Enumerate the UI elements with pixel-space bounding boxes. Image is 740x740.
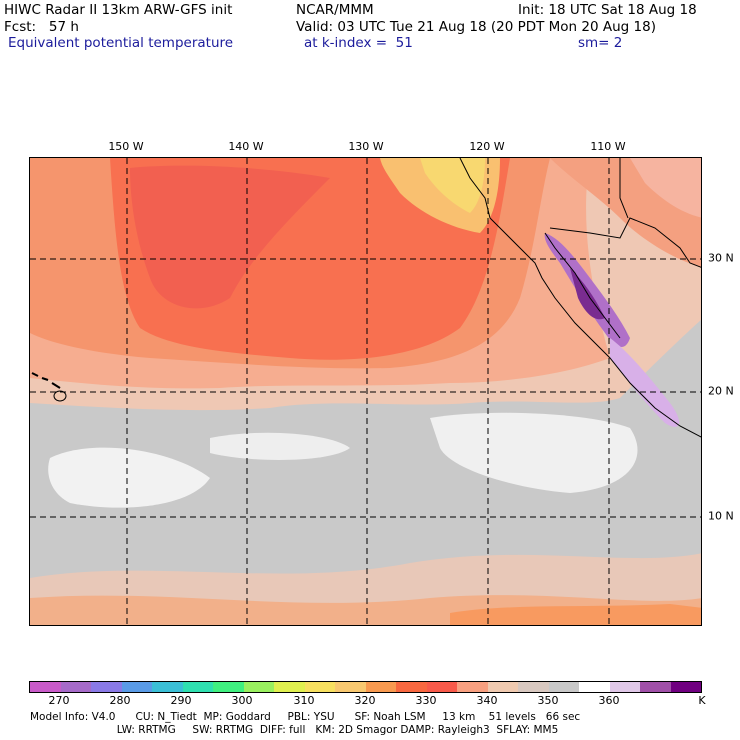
lat-label-20n: 20 N [708,384,734,398]
field-white-patch-center [210,432,350,460]
field-328k-west [130,165,330,309]
state-line [619,158,629,219]
hawaii-big-island [53,390,67,402]
colorbar-swatch [640,682,671,692]
colorbar-swatch [396,682,427,692]
colorbar-swatch [182,682,213,692]
field-315k-coast [420,158,485,213]
colorbar-swatch [91,682,122,692]
grid [30,158,701,625]
colorbar-tick-290: 290 [170,694,192,707]
field-mexico-lilac [610,338,680,427]
colorbar-swatch [213,682,244,692]
colorbar-swatch [487,682,518,692]
colorbar-tick-340: 340 [476,694,498,707]
lat-label-30n: 30 N [708,251,734,265]
colorbar-swatch [335,682,366,692]
colorbar [29,681,702,693]
colorbar-swatch [365,682,396,692]
colorbar-swatch [670,682,701,692]
colorbar-swatch [274,682,305,692]
model-title: HIWC Radar II 13km ARW-GFS init [4,2,233,18]
colorbar-tick-320: 320 [354,694,376,707]
theta-e-map [29,157,702,626]
model-info-line2: LW: RRTMG SW: RRTMG DIFF: full KM: 2D Sm… [30,724,559,736]
baja-coast [544,232,621,339]
forecast-hour: Fcst: 57 h [4,19,79,35]
hawaii-islands [31,372,61,389]
smoothing: sm= 2 [578,35,623,51]
colorbar-unit: K [698,694,706,707]
org-label: NCAR/MMM [296,2,374,18]
lon-label-120w: 120 W [469,140,505,153]
field-white-patch-west [48,447,211,508]
land-inland-north [630,158,701,218]
k-index: at k-index = 51 [304,35,413,51]
field-name: Equivalent potential temperature [8,35,234,51]
colorbar-swatch [426,682,457,692]
border-line [549,217,701,268]
colorbar-swatch [609,682,640,692]
colorbar-swatch [152,682,183,692]
colorbar-tick-280: 280 [109,694,131,707]
colorbar-swatch [579,682,610,692]
colorbar-tick-270: 270 [48,694,70,707]
colorbar-swatch [518,682,549,692]
init-time: Init: 18 UTC Sat 18 Aug 18 [518,2,697,18]
colorbar-tick-360: 360 [598,694,620,707]
lon-label-150w: 150 W [108,140,144,153]
colorbar-swatch [304,682,335,692]
lon-label-110w: 110 W [590,140,626,153]
lon-label-130w: 130 W [348,140,384,153]
model-info-line1: Model Info: V4.0 CU: N_Tiedt MP: Goddard… [30,711,581,723]
lon-label-140w: 140 W [228,140,264,153]
colorbar-swatch [60,682,91,692]
colorbar-tick-350: 350 [537,694,559,707]
field-335k-south [450,604,701,625]
map-canvas [30,158,701,625]
field-white-patch-east [430,412,638,493]
colorbar-tick-300: 300 [231,694,253,707]
colorbar-swatch [457,682,488,692]
colorbar-swatch [121,682,152,692]
colorbar-tick-330: 330 [415,694,437,707]
colorbar-tick-310: 310 [293,694,315,707]
colorbar-swatch [243,682,274,692]
colorbar-swatch [30,682,61,692]
lat-label-10n: 10 N [708,509,734,523]
colorbar-swatch [548,682,579,692]
valid-time: Valid: 03 UTC Tue 21 Aug 18 (20 PDT Mon … [296,19,656,35]
